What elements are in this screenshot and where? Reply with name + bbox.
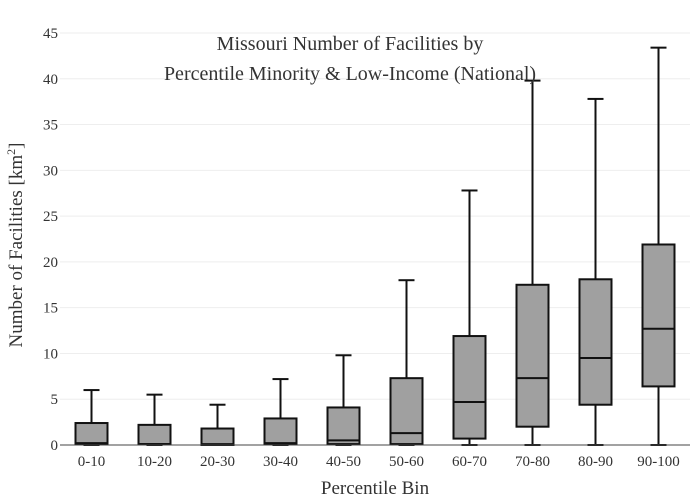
box-50-60 xyxy=(389,279,424,446)
x-tick-label: 20-30 xyxy=(200,454,235,470)
y-tick-label: 35 xyxy=(43,118,58,134)
iqr-box xyxy=(74,422,109,446)
y-axis-label-unit-close: ] xyxy=(6,143,27,149)
y-tick-label: 15 xyxy=(43,301,58,317)
chart-title-line-1: Missouri Number of Facilities by xyxy=(217,33,484,55)
box-90-100 xyxy=(641,46,676,446)
y-axis-label-unit-open: [ xyxy=(6,179,27,190)
x-tick-label: 0-10 xyxy=(78,454,106,470)
boxes xyxy=(74,46,676,446)
x-axis-label: Percentile Bin xyxy=(321,478,430,499)
x-tick-label: 80-90 xyxy=(578,454,613,470)
iqr-box xyxy=(641,243,676,388)
iqr-box xyxy=(326,406,361,446)
box-70-80 xyxy=(515,79,550,446)
y-tick-label: 25 xyxy=(43,209,58,225)
x-tick-label: 60-70 xyxy=(452,454,487,470)
y-tick-label: 40 xyxy=(43,72,58,88)
iqr-box xyxy=(578,278,613,406)
y-tick-label: 0 xyxy=(51,438,59,454)
y-tick-label: 45 xyxy=(43,26,58,42)
y-axis-label: Number of Facilities [km2] xyxy=(4,143,27,348)
iqr-box xyxy=(389,377,424,446)
y-tick-labels: 0 5 10 15 20 25 30 35 40 45 xyxy=(43,26,58,454)
box-20-30 xyxy=(200,403,235,446)
iqr-box xyxy=(200,427,235,446)
x-tick-labels: 0-10 10-20 20-30 30-40 40-50 50-60 60-70 70-80 8… xyxy=(78,454,680,470)
box-60-70 xyxy=(452,189,487,446)
y-axis-label-unit: km xyxy=(6,155,27,180)
box-30-40 xyxy=(263,378,298,446)
iqr-box xyxy=(452,335,487,440)
x-tick-label: 10-20 xyxy=(137,454,172,470)
y-tick-label: 5 xyxy=(51,392,59,408)
y-axis-label-text: Number of Facilities xyxy=(6,190,27,347)
chart-title-line-2: Percentile Minority & Low-Income (Nation… xyxy=(164,63,536,85)
y-axis-label-unit-sup: 2 xyxy=(4,149,18,155)
x-tick-label: 30-40 xyxy=(263,454,298,470)
grid-lines xyxy=(60,32,690,400)
iqr-box xyxy=(515,283,550,428)
y-tick-label: 10 xyxy=(43,346,58,362)
box-0-10 xyxy=(74,389,109,446)
x-tick-label: 50-60 xyxy=(389,454,424,470)
x-tick-label: 90-100 xyxy=(637,454,680,470)
box-80-90 xyxy=(578,97,613,446)
y-tick-label: 30 xyxy=(43,163,58,179)
iqr-box xyxy=(137,423,172,446)
box-10-20 xyxy=(137,393,172,446)
y-tick-label: 20 xyxy=(43,255,58,271)
iqr-box xyxy=(263,417,298,446)
box-40-50 xyxy=(326,354,361,446)
x-tick-label: 70-80 xyxy=(515,454,550,470)
x-tick-label: 40-50 xyxy=(326,454,361,470)
